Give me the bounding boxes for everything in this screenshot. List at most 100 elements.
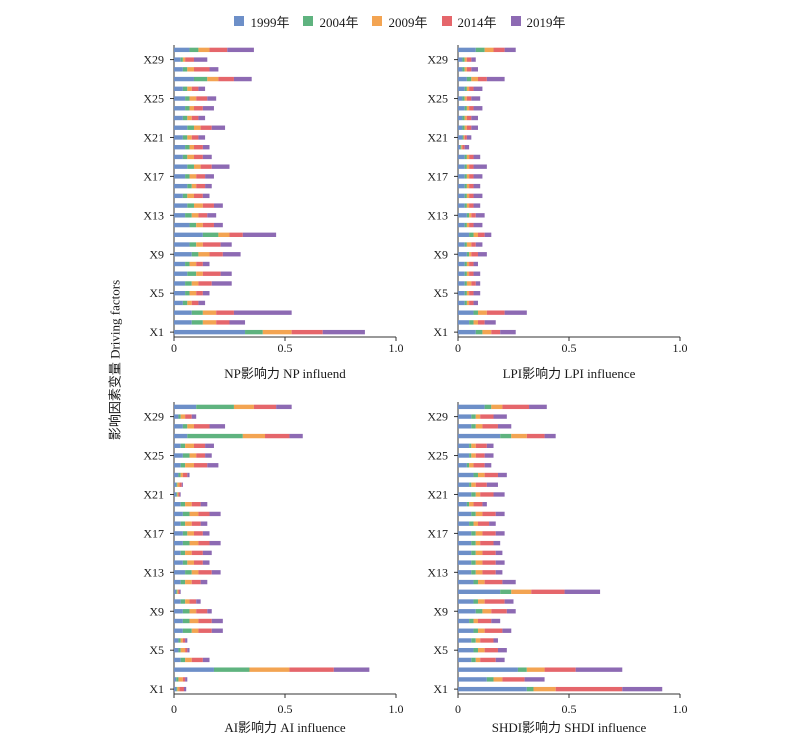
bar-x18-2004 — [469, 521, 474, 526]
bar-x26-2014 — [469, 86, 474, 91]
bar-x11-2004 — [176, 589, 178, 594]
bar-x1-2019 — [322, 329, 365, 335]
bar-x8-2019 — [491, 618, 501, 624]
bar-x10-2009 — [185, 599, 190, 604]
bar-x11-2014 — [229, 232, 243, 237]
bar-x4-2019 — [198, 300, 206, 306]
bar-x7-2019 — [473, 271, 481, 276]
y-tick-label-x9: X9 — [149, 247, 164, 261]
bar-x17-2014 — [193, 531, 203, 536]
bar-x9-2019 — [477, 252, 487, 257]
bar-x17-2019 — [202, 531, 210, 536]
bar-x5-1999 — [174, 648, 179, 653]
y-tick-label-x9: X9 — [149, 604, 164, 618]
bar-x17-2004 — [185, 174, 190, 179]
y-tick-label-x25: X25 — [143, 449, 164, 463]
bar-x13-2009 — [475, 570, 483, 575]
bar-x27-2009 — [207, 76, 219, 82]
y-tick-label-x29: X29 — [143, 53, 164, 67]
bar-x15-2009 — [475, 550, 483, 556]
bar-x11-2009 — [511, 589, 532, 594]
bar-x24-2004 — [464, 106, 467, 111]
bar-x15-2009 — [187, 193, 194, 199]
bar-x10-2019 — [504, 599, 514, 604]
bar-x20-2004 — [460, 145, 462, 150]
bar-x29-2019 — [191, 414, 197, 419]
bar-x27-1999 — [174, 433, 188, 439]
bar-x17-1999 — [174, 531, 183, 536]
bar-x14-2014 — [482, 560, 496, 565]
bar-x24-2009 — [469, 463, 474, 468]
bar-x30-2004 — [196, 404, 234, 410]
bar-x20-2019 — [202, 145, 210, 150]
bar-x28-2004 — [462, 67, 465, 72]
bar-x23-1999 — [174, 472, 179, 478]
x-tick-label: 1.0 — [389, 702, 404, 716]
bar-x7-2014 — [198, 628, 212, 633]
bar-x29-1999 — [458, 57, 463, 62]
bar-x24-2009 — [189, 106, 194, 111]
bar-x3-2014 — [289, 667, 334, 672]
bar-x6-2014 — [198, 281, 212, 286]
bar-x28-2009 — [187, 424, 194, 429]
bar-x6-2009 — [180, 638, 183, 643]
bar-x11-1999 — [174, 589, 177, 594]
bar-x25-2019 — [484, 453, 494, 458]
bar-x18-1999 — [174, 164, 188, 169]
bar-x28-2009 — [475, 424, 483, 429]
bar-x1-2019 — [622, 686, 663, 692]
bar-x7-2019 — [502, 628, 512, 633]
bar-x15-1999 — [174, 550, 181, 556]
bar-x30-1999 — [174, 404, 197, 410]
legend-label-2004: 2004年 — [319, 14, 359, 30]
bar-x10-2009 — [477, 599, 485, 604]
bar-x15-2009 — [466, 193, 470, 199]
bar-x1-2004 — [245, 329, 263, 335]
bar-x10-2014 — [189, 599, 197, 604]
bar-x7-2004 — [182, 628, 192, 633]
bar-x16-1999 — [458, 183, 465, 189]
bar-x13-2014 — [198, 213, 208, 218]
y-tick-label-x21: X21 — [143, 487, 164, 501]
bar-x8-2014 — [477, 618, 492, 624]
x-axis-title: NP影响力 NP influend — [224, 366, 346, 381]
bar-x27-2009 — [242, 433, 266, 439]
bar-x19-1999 — [174, 511, 183, 517]
bar-x13-2014 — [471, 213, 476, 218]
bar-x17-2019 — [473, 174, 483, 179]
bar-x20-2014 — [473, 502, 483, 507]
bar-x26-2019 — [205, 443, 214, 448]
bar-x6-2009 — [475, 638, 481, 643]
bar-x12-2004 — [189, 222, 197, 228]
bar-x13-2009 — [191, 570, 199, 575]
bar-x25-1999 — [174, 453, 183, 458]
bar-x29-2019 — [193, 57, 208, 62]
y-tick-label-x25: X25 — [427, 92, 448, 106]
bar-x12-2009 — [466, 222, 470, 228]
bar-x29-2014 — [185, 414, 192, 419]
bar-x15-2004 — [471, 550, 476, 556]
bar-x24-1999 — [458, 106, 465, 111]
bar-x24-2004 — [466, 463, 470, 468]
bar-x21-2004 — [471, 492, 476, 497]
bar-x9-2019 — [222, 252, 241, 257]
bar-x20-2014 — [462, 145, 465, 150]
y-tick-label-x17: X17 — [427, 526, 448, 540]
bar-x5-2004 — [178, 648, 181, 653]
bar-x8-2019 — [473, 261, 478, 267]
bar-x23-1999 — [458, 472, 474, 478]
bar-x7-2009 — [466, 271, 470, 276]
bar-x6-2019 — [185, 638, 188, 643]
bar-x4-2009 — [475, 657, 481, 663]
bar-x1-2009 — [262, 329, 292, 335]
bar-x17-2009 — [475, 531, 483, 536]
bar-x1-2009 — [482, 329, 492, 335]
bar-x1-1999 — [458, 329, 476, 335]
bar-x10-2004 — [180, 599, 186, 604]
bar-x19-2019 — [209, 511, 221, 517]
bar-x13-2004 — [185, 213, 192, 218]
bar-x3-2004 — [473, 310, 478, 315]
bar-x10-2014 — [202, 242, 221, 247]
bar-x18-1999 — [458, 164, 465, 169]
bar-x8-2009 — [189, 261, 197, 267]
